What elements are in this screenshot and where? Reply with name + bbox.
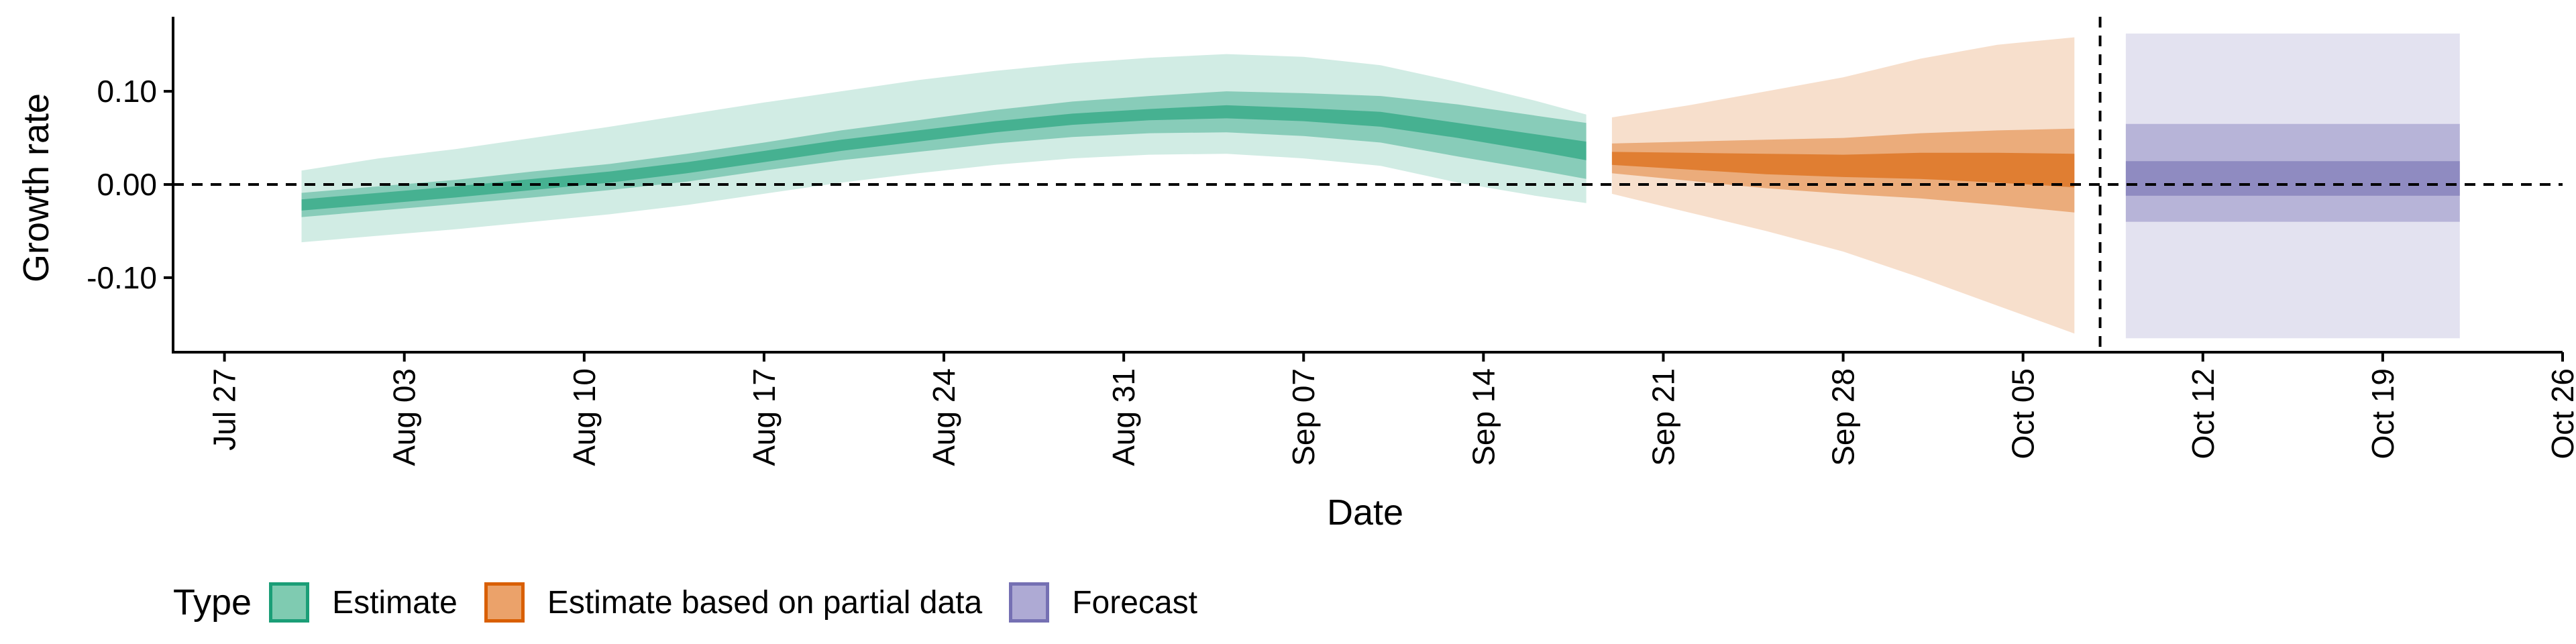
legend-label-estimate: Estimate — [332, 584, 458, 621]
ribbon-ci90-series-1 — [1611, 37, 2075, 334]
x-axis-label: Date — [1327, 492, 1403, 533]
x-tick-label-2: Aug 10 — [567, 368, 602, 466]
axes: 0.10 0.00 -0.10 Jul 27 Aug 03 Aug 10 Aug 17 Aug… — [87, 17, 2576, 466]
x-tick-label-1: Aug 03 — [387, 368, 422, 466]
legend-item-forecast: Forecast — [1009, 582, 1197, 623]
legend-item-estimate: Estimate — [269, 582, 458, 623]
x-tick-label-9: Sep 28 — [1826, 368, 1861, 466]
legend-title: Type — [173, 582, 252, 623]
ribbon-ci50-series-0 — [301, 91, 1587, 217]
legend-swatch-forecast — [1009, 582, 1050, 623]
legend-swatch-estimate — [269, 582, 310, 623]
x-tick-label-8: Sep 21 — [1646, 368, 1681, 466]
legend-item-partial: Estimate based on partial data — [484, 582, 982, 623]
ribbon-layer — [301, 34, 2460, 339]
ribbon-ci20-series-1 — [1611, 152, 2075, 188]
y-tick-label-1: 0.00 — [97, 167, 157, 202]
x-tick-label-3: Aug 17 — [747, 368, 782, 466]
series-0 — [301, 54, 1587, 243]
series-2 — [2125, 34, 2460, 339]
x-tick-label-11: Oct 12 — [2186, 368, 2220, 460]
x-tick-label-10: Oct 05 — [2006, 368, 2041, 460]
x-tick-label-5: Aug 31 — [1106, 368, 1141, 466]
y-tick-label-2: -0.10 — [87, 260, 157, 295]
x-tick-label-6: Sep 07 — [1286, 368, 1321, 466]
legend-swatch-partial — [484, 582, 525, 623]
legend-label-partial: Estimate based on partial data — [547, 584, 983, 621]
legend-label-forecast: Forecast — [1072, 584, 1197, 621]
x-tick-label-13: Oct 26 — [2545, 368, 2576, 460]
x-tick-label-12: Oct 19 — [2365, 368, 2400, 460]
ribbon-ci90-series-0 — [301, 54, 1587, 243]
legend: Type Estimate Estimate based on partial … — [173, 576, 1224, 629]
reference-lines — [173, 17, 2563, 352]
y-axis-label: Growth rate — [16, 93, 56, 282]
x-tick-label-4: Aug 24 — [926, 368, 961, 466]
x-tick-label-7: Sep 14 — [1466, 368, 1501, 466]
ribbon-ci20-series-2 — [2125, 161, 2460, 196]
series-1 — [1611, 37, 2075, 334]
x-tick-label-0: Jul 27 — [207, 368, 242, 451]
y-tick-label-0: 0.10 — [97, 74, 157, 109]
